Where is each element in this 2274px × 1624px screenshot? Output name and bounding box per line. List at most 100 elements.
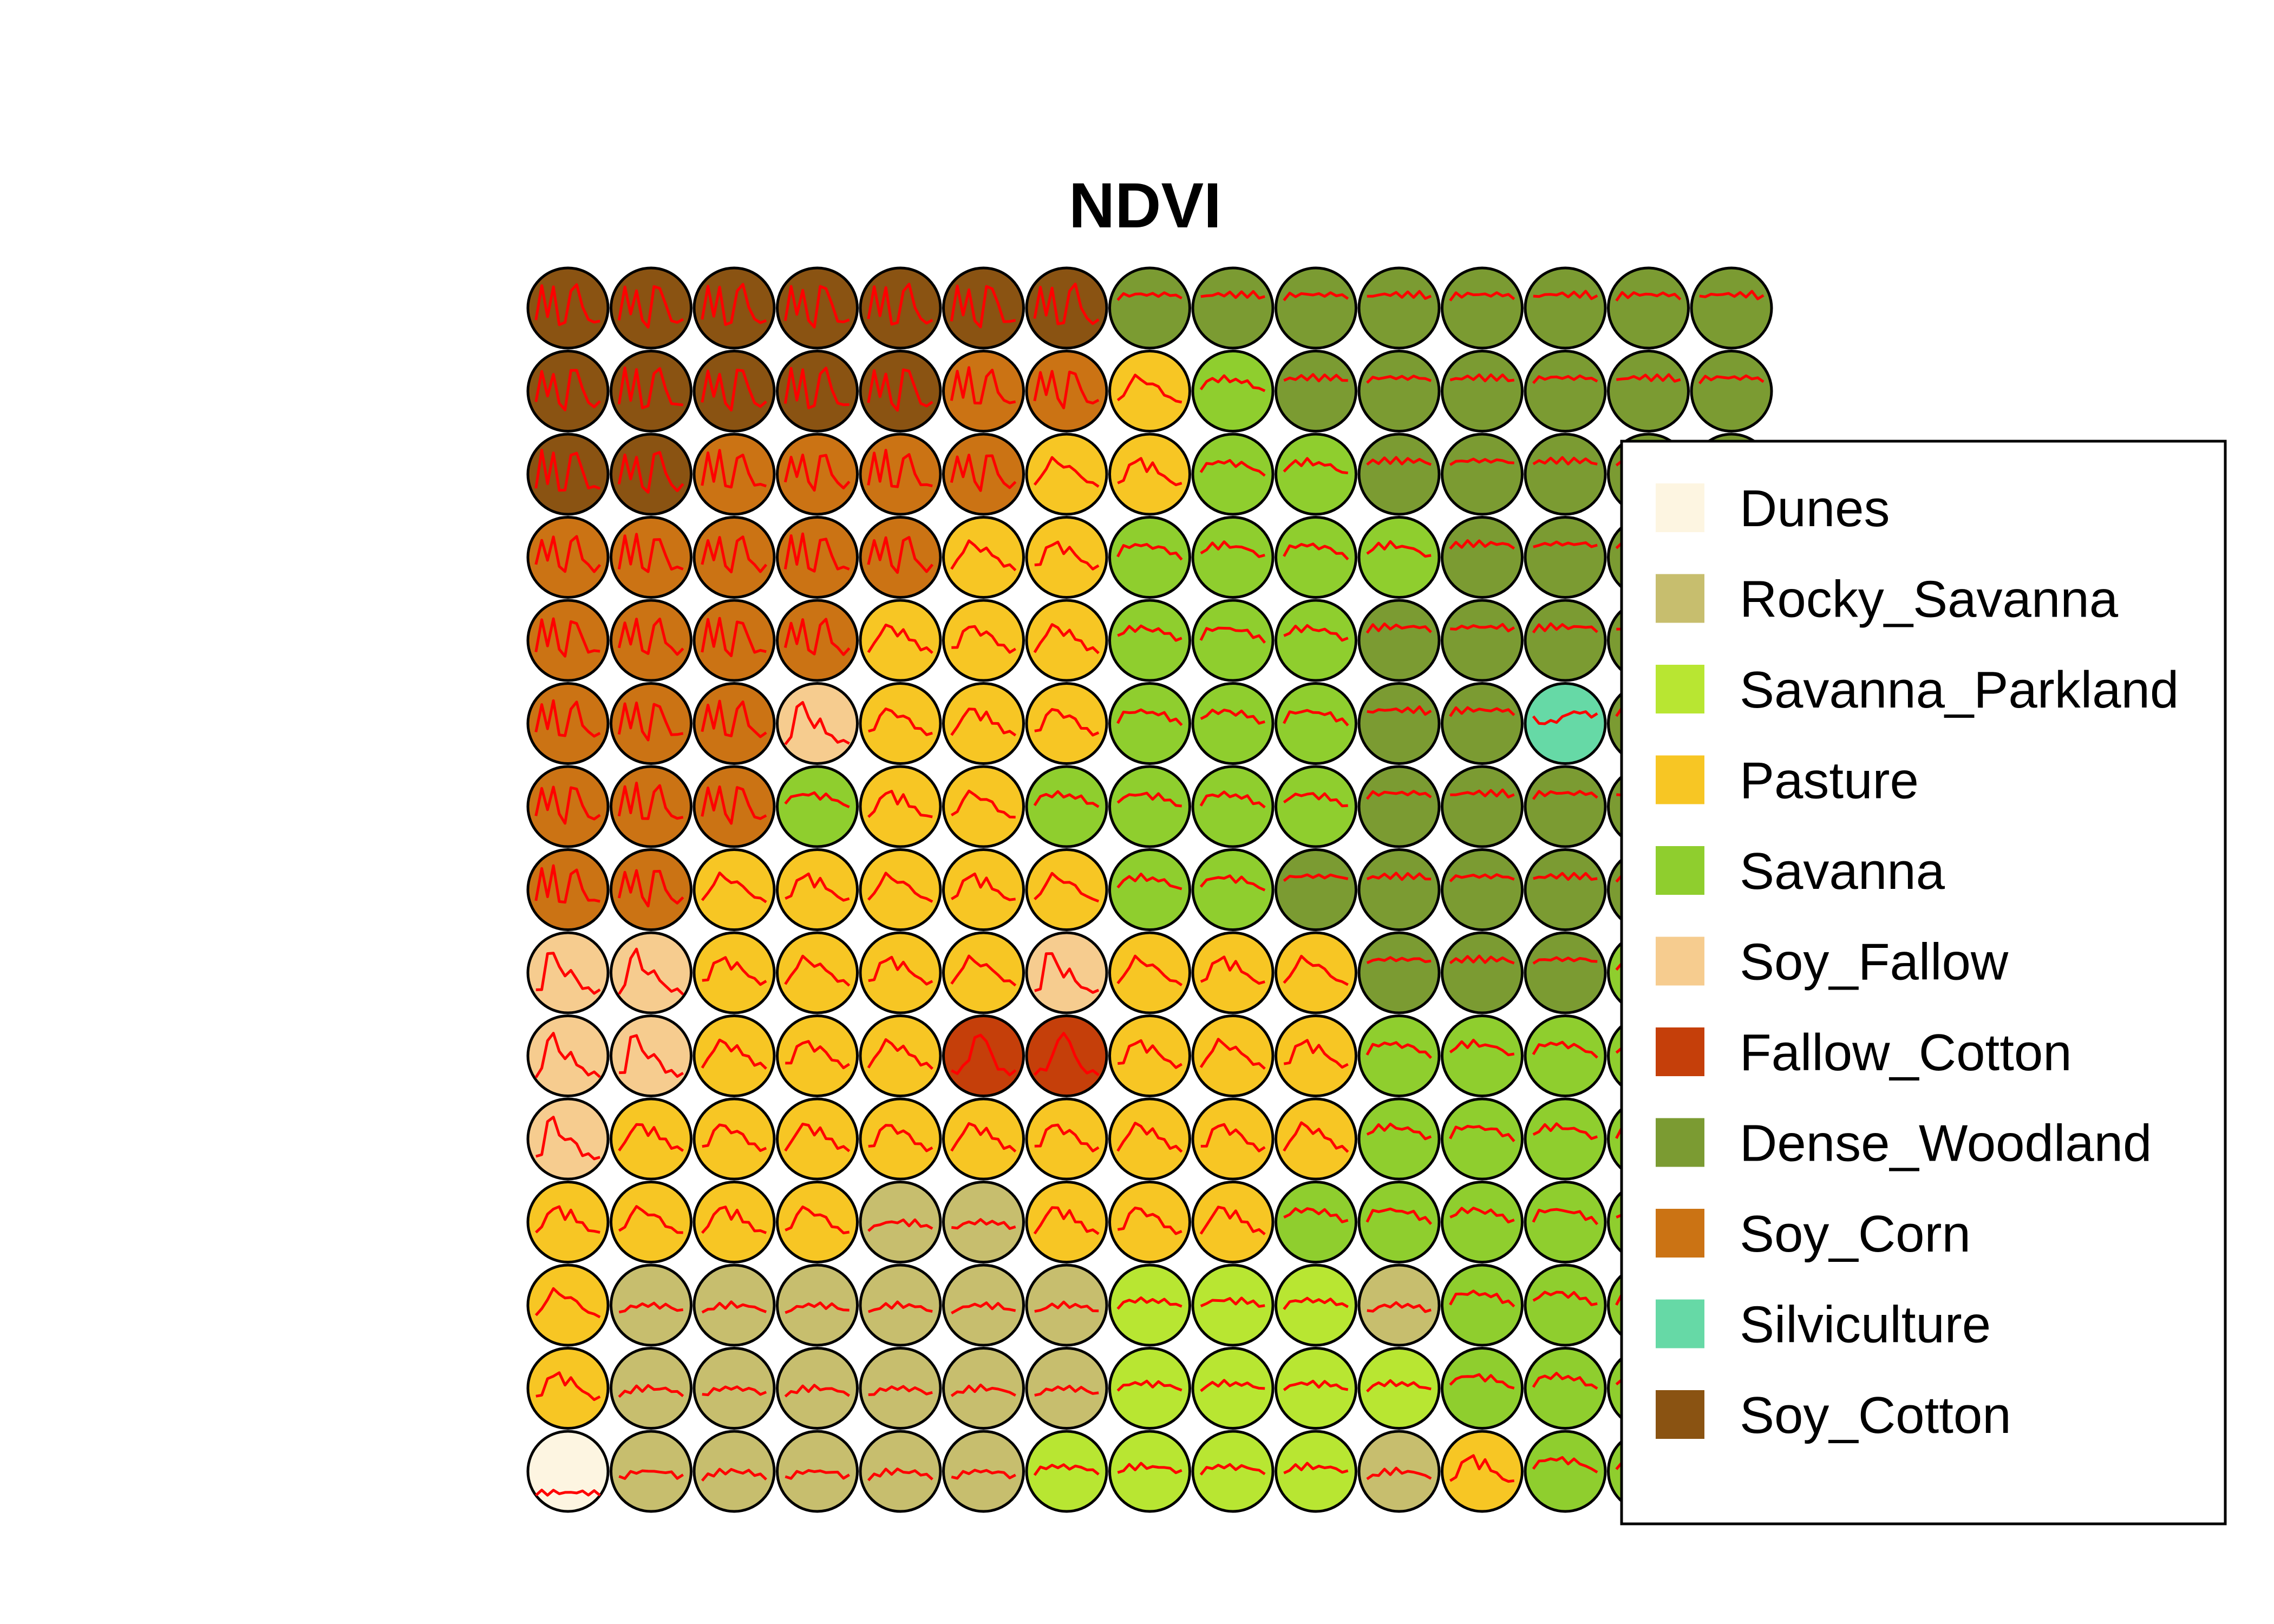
som-cell-circle xyxy=(1275,1181,1357,1263)
som-cell xyxy=(1524,1097,1607,1181)
som-cell-circle xyxy=(1191,1181,1275,1263)
ndvi-profile-line xyxy=(619,1034,684,1078)
ndvi-profile-line xyxy=(1532,1122,1598,1140)
som-cell xyxy=(1524,848,1607,931)
ndvi-profile-line xyxy=(951,1218,1016,1230)
som-cell-circle xyxy=(1357,765,1441,848)
som-cell xyxy=(692,266,776,350)
som-cell xyxy=(1275,433,1357,516)
som-cell xyxy=(1025,516,1108,599)
ndvi-profile-line xyxy=(1532,956,1598,965)
ndvi-profile-line xyxy=(1199,790,1266,809)
som-cell xyxy=(776,765,859,848)
som-cell-circle xyxy=(1108,848,1191,931)
som-cell xyxy=(776,1014,859,1097)
ndvi-profile-line xyxy=(1117,624,1182,642)
som-cell xyxy=(1441,1430,1524,1513)
som-cell-circle xyxy=(1524,931,1607,1014)
ndvi-profile-line xyxy=(950,284,1016,329)
ndvi-profile-line xyxy=(701,283,767,326)
som-cell xyxy=(1191,682,1275,765)
som-cell-circle xyxy=(1108,516,1191,599)
som-cell xyxy=(859,931,942,1014)
som-grid xyxy=(526,266,1773,1513)
som-cell xyxy=(610,848,692,931)
som-cell xyxy=(1441,765,1524,848)
som-cell-circle xyxy=(1191,1014,1275,1097)
som-cell-circle xyxy=(859,765,942,848)
som-cell xyxy=(1690,350,1773,433)
som-cell xyxy=(1191,433,1275,516)
som-cell-circle xyxy=(859,931,942,1014)
ndvi-profile-line xyxy=(1117,457,1182,487)
ndvi-profile-line xyxy=(534,1287,601,1319)
som-cell-circle xyxy=(1275,350,1357,433)
legend-item: Soy_Corn xyxy=(1656,1205,1971,1263)
som-cell xyxy=(692,931,776,1014)
som-cell xyxy=(692,433,776,516)
ndvi-profile-line xyxy=(867,449,933,488)
ndvi-profile-line xyxy=(1366,956,1432,965)
som-cell-circle xyxy=(1275,433,1357,516)
som-cell xyxy=(1025,350,1108,433)
som-cell xyxy=(610,433,692,516)
som-cell xyxy=(610,1181,692,1263)
som-cell-circle xyxy=(1025,1014,1108,1097)
som-cell xyxy=(1108,433,1191,516)
som-cell-circle xyxy=(1108,931,1191,1014)
som-cell xyxy=(1441,266,1524,350)
som-cell xyxy=(692,1347,776,1430)
ndvi-profile-line xyxy=(1283,457,1348,475)
ndvi-profile-line xyxy=(1449,539,1515,550)
ndvi-profile-line xyxy=(1034,952,1100,994)
som-cell xyxy=(1108,266,1191,350)
som-cell xyxy=(526,1263,610,1347)
som-cell-circle xyxy=(859,848,942,931)
som-cell-circle xyxy=(1191,433,1275,516)
som-cell xyxy=(1524,1430,1607,1513)
ndvi-profile-line xyxy=(535,1489,601,1497)
som-cell xyxy=(526,350,610,433)
som-cell xyxy=(1357,266,1441,350)
ndvi-profile-line xyxy=(1116,1296,1182,1310)
ndvi-profile-line xyxy=(1532,1291,1598,1306)
ndvi-profile-line xyxy=(1616,373,1681,383)
som-cell xyxy=(776,931,859,1014)
som-cell-circle xyxy=(1524,682,1607,765)
ndvi-profile-line xyxy=(1449,873,1515,882)
som-cell xyxy=(1441,516,1524,599)
som-cell-circle xyxy=(1524,765,1607,848)
som-cell-circle xyxy=(1357,599,1441,682)
ndvi-profile-line xyxy=(783,532,850,573)
som-cell-circle xyxy=(526,1347,610,1430)
som-cell-circle xyxy=(1108,350,1191,433)
som-cell-circle xyxy=(1357,350,1441,433)
som-cell-circle xyxy=(1191,682,1275,765)
ndvi-profile-line xyxy=(1366,1122,1432,1141)
ndvi-profile-line xyxy=(950,1122,1017,1153)
ndvi-profile-line xyxy=(785,1206,850,1235)
som-cell xyxy=(1607,266,1690,350)
som-cell xyxy=(942,599,1025,682)
ndvi-profile-line xyxy=(1117,1462,1182,1475)
som-cell xyxy=(1025,1097,1108,1181)
ndvi-profile-line xyxy=(1199,1463,1266,1476)
som-cell xyxy=(1108,1097,1191,1181)
ndvi-profile-line xyxy=(1365,1207,1433,1225)
som-cell xyxy=(1025,765,1108,848)
som-cell-circle xyxy=(776,765,859,848)
ndvi-profile-line xyxy=(1366,456,1432,466)
som-cell xyxy=(610,682,692,765)
som-cell xyxy=(1025,1014,1108,1097)
som-cell xyxy=(1524,266,1607,350)
som-cell-circle xyxy=(1275,516,1357,599)
ndvi-profile-line xyxy=(1283,1462,1349,1475)
som-cell-circle xyxy=(1025,599,1108,682)
ndvi-profile-line xyxy=(783,285,850,329)
som-cell xyxy=(1025,266,1108,350)
som-cell xyxy=(942,1097,1025,1181)
som-cell-circle xyxy=(1524,266,1607,350)
som-cell xyxy=(1441,433,1524,516)
legend-swatch xyxy=(1656,1118,1704,1167)
som-cell xyxy=(1275,1430,1357,1513)
